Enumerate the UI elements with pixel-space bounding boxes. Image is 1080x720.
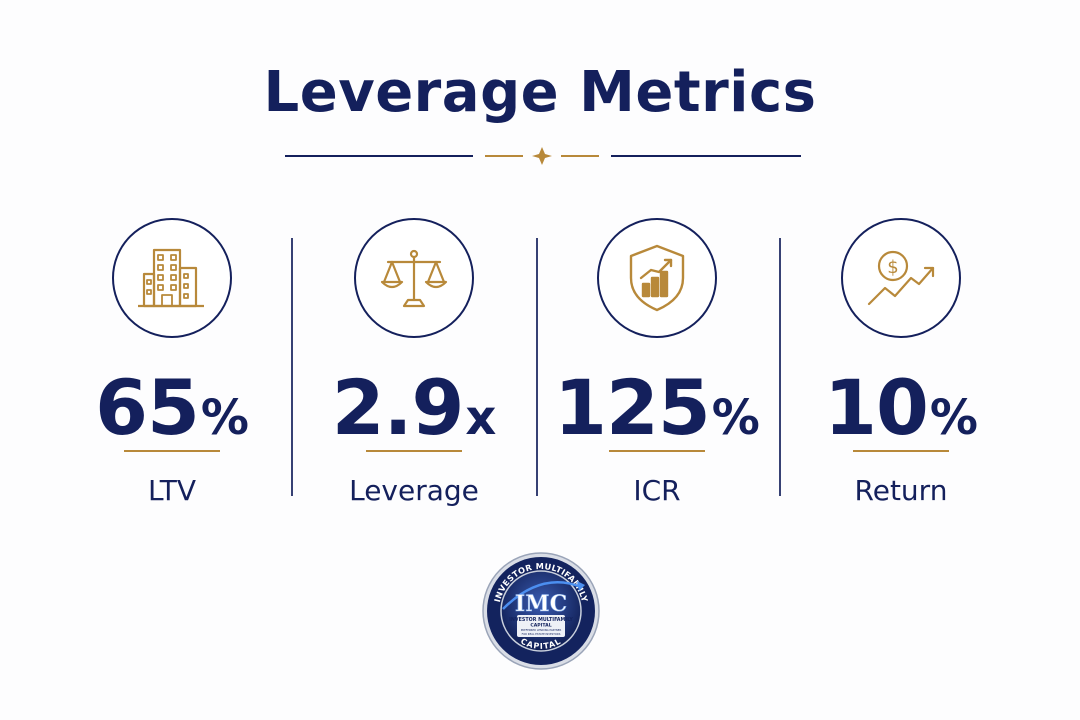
office-building-icon: [112, 218, 232, 338]
metric-icr: 125% ICR: [537, 218, 777, 518]
svg-text:$: $: [887, 257, 898, 278]
column-separator: [536, 238, 538, 496]
metric-label: Leverage: [349, 474, 479, 507]
metric-underline: [366, 450, 462, 452]
metric-number: 10: [824, 363, 929, 452]
metric-unit: %: [200, 390, 249, 446]
balance-scale-icon: [354, 218, 474, 338]
metric-return: $ 10% Return: [781, 218, 1021, 518]
metric-number: 2.9: [331, 363, 465, 452]
column-separator: [291, 238, 293, 496]
metric-number: 125: [554, 363, 711, 452]
metric-leverage: 2.9x Leverage: [294, 218, 534, 518]
metric-unit: x: [465, 390, 497, 446]
metric-number: 65: [95, 363, 200, 452]
metric-label: LTV: [147, 474, 196, 507]
metric-label: ICR: [633, 474, 681, 507]
metric-unit: %: [711, 390, 760, 446]
svg-text:FOR REAL ESTATE INVESTORS: FOR REAL ESTATE INVESTORS: [522, 632, 561, 636]
svg-text:IMC: IMC: [515, 591, 567, 617]
metric-value: 65%: [52, 363, 292, 452]
metric-ltv: 65% LTV: [52, 218, 292, 518]
metric-underline: [124, 450, 220, 452]
imc-logo: INVESTOR MULTIFAMILY CAPITAL IMC INVESTO…: [482, 552, 600, 670]
metric-value: 125%: [537, 363, 777, 452]
metric-underline: [853, 450, 949, 452]
metric-label: Return: [854, 474, 948, 507]
svg-text:CAPITAL: CAPITAL: [530, 623, 551, 629]
title-divider: [285, 147, 801, 165]
page-title: Leverage Metrics: [263, 60, 817, 125]
svg-text:PREFERRED LENDING PARTNER: PREFERRED LENDING PARTNER: [521, 628, 562, 632]
column-separator: [779, 238, 781, 496]
shield-growth-chart-icon: [597, 218, 717, 338]
metric-unit: %: [929, 390, 978, 446]
metric-underline: [609, 450, 705, 452]
metric-value: 2.9x: [294, 363, 534, 452]
dollar-growth-arrow-icon: $: [841, 218, 961, 338]
svg-text:INVESTOR MULTIFAMILY: INVESTOR MULTIFAMILY: [509, 617, 573, 623]
metric-value: 10%: [781, 363, 1021, 452]
svg-text:CAPITAL: CAPITAL: [519, 637, 563, 651]
